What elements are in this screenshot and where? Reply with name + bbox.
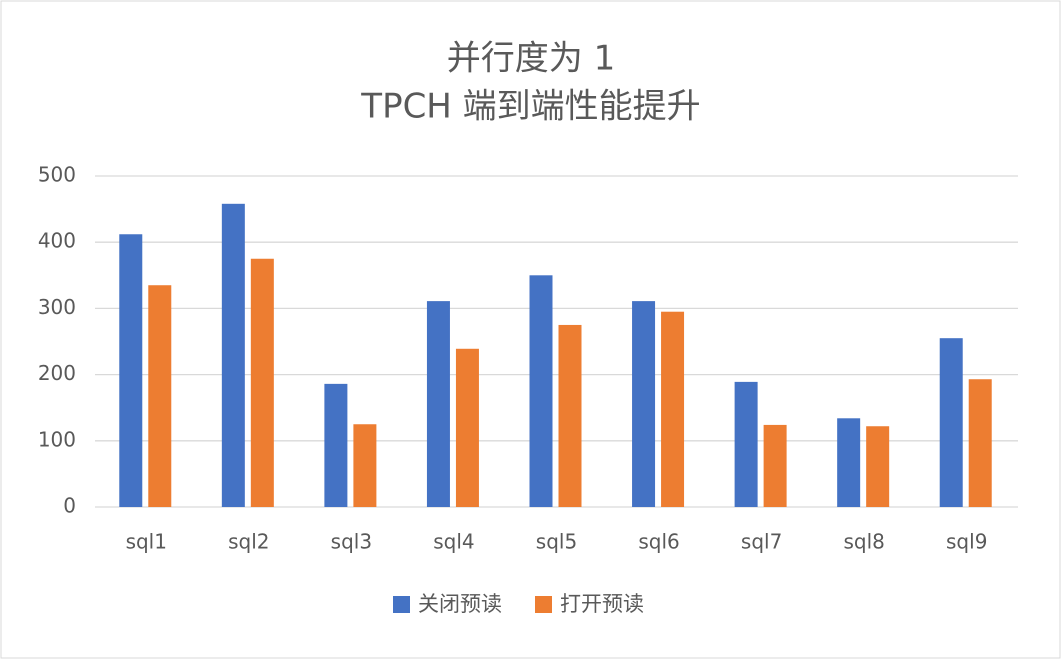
bar [837,418,861,507]
bar [148,285,172,507]
chart-title: 并行度为 1 [447,39,615,79]
bar [426,301,450,507]
bar [763,424,787,507]
legend-swatch [535,596,552,613]
x-tick-label: sql6 [638,530,679,554]
x-tick-label: sql8 [843,530,884,554]
y-tick-label: 400 [38,229,76,253]
legend-label: 打开预读 [560,592,644,616]
x-tick-label: sql2 [228,530,269,554]
y-tick-label: 200 [38,361,76,385]
x-tick-label: sql3 [331,530,372,554]
x-tick-label: sql5 [536,530,577,554]
y-tick-label: 500 [38,163,76,187]
bar [734,381,758,507]
x-tick-label: sql1 [126,530,167,554]
legend-label: 关闭预读 [418,592,502,616]
bar [250,258,274,507]
bar [221,203,245,507]
bar [119,234,143,508]
y-tick-label: 100 [38,427,76,451]
bar [632,301,656,507]
bar [866,426,890,507]
bar [353,424,377,507]
legend-swatch [393,596,410,613]
bar [939,338,963,507]
chart-title: TPCH 端到端性能提升 [360,87,700,127]
bar [968,379,992,507]
bar [661,311,685,507]
bar [455,348,479,507]
bar [558,324,582,507]
x-tick-label: sql9 [946,530,987,554]
x-tick-label: sql7 [741,530,782,554]
bar [324,383,348,507]
y-tick-label: 0 [63,494,76,518]
bar [529,275,553,507]
y-tick-label: 300 [38,295,76,319]
x-tick-label: sql4 [433,530,474,554]
